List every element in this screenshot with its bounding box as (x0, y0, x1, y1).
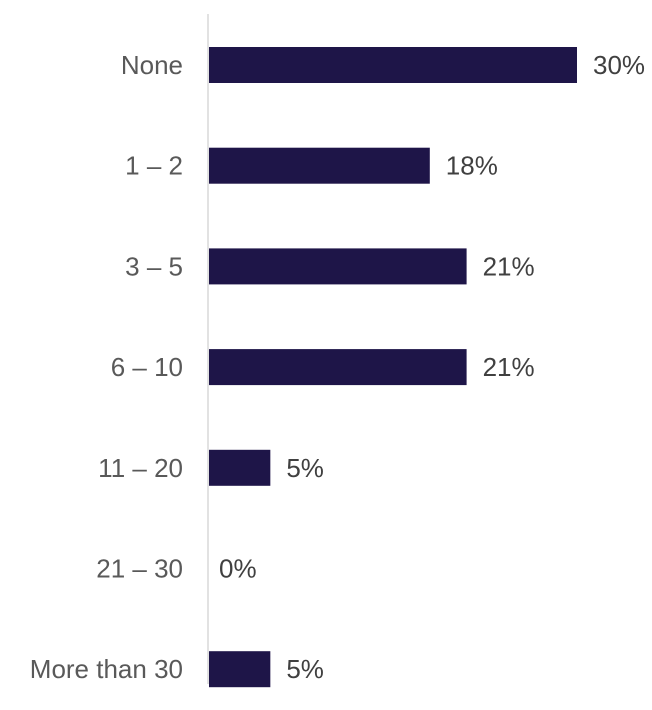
category-label-11-20: 11 – 20 (98, 453, 183, 483)
bar-none (209, 47, 577, 83)
category-label-more-than-30: More than 30 (30, 654, 183, 684)
value-label-1-2: 18% (446, 151, 498, 181)
category-label-3-5: 3 – 5 (125, 251, 183, 281)
category-label-21-30: 21 – 30 (96, 554, 183, 584)
value-label-6-10: 21% (483, 352, 535, 382)
bar-1-2 (209, 147, 430, 184)
category-labels: None 1 – 2 3 – 5 6 – 10 11 – 20 21 – 30 More t… (30, 50, 183, 684)
bar-3-5 (209, 248, 467, 285)
value-label-21-30: 0% (219, 554, 257, 584)
category-label-none: None (121, 50, 183, 80)
category-label-1-2: 1 – 2 (125, 151, 183, 181)
bar-more-than-30 (209, 651, 271, 688)
bar-6-10 (209, 349, 467, 386)
category-label-6-10: 6 – 10 (111, 352, 183, 382)
bars-group (209, 47, 577, 688)
value-label-more-than-30: 5% (286, 654, 324, 684)
value-label-none: 30% (593, 50, 645, 80)
value-label-11-20: 5% (286, 453, 324, 483)
bar-11-20 (209, 449, 271, 486)
value-labels: 30% 18% 21% 21% 5% 0% 5% (219, 50, 645, 684)
value-label-3-5: 21% (483, 251, 535, 281)
